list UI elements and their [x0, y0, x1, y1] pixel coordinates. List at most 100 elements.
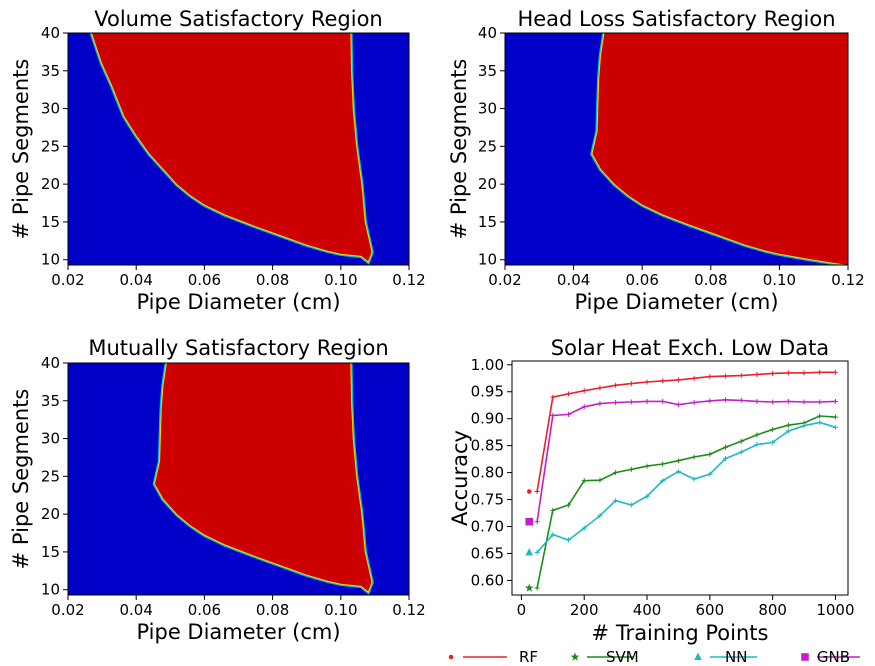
plot-frame [511, 360, 849, 596]
y-tick-label: 15 [41, 543, 60, 561]
y-tick-label: 25 [41, 137, 60, 155]
data-point [570, 652, 580, 661]
y-tick-label: 10 [41, 581, 60, 599]
y-axis-label: # Pipe Segments [9, 59, 33, 240]
legend: RF SVM NN GNB [448, 648, 860, 666]
head-loss-region-panel: Head Loss Satisfactory Region 0.02 0.04 0.… [447, 7, 865, 314]
x-tick-label: 600 [696, 601, 725, 619]
y-tick-label: 25 [41, 467, 60, 485]
y-tick-label: 15 [478, 213, 497, 231]
x-tick-label: 0.12 [392, 271, 425, 289]
y-tick-label: 30 [478, 100, 497, 118]
y-tick-label: 0.65 [471, 544, 504, 562]
x-tick-label: 0.04 [119, 271, 152, 289]
legend-entry-rf [448, 654, 507, 660]
x-axis-label: Pipe Diameter (cm) [574, 290, 778, 314]
accuracy-panel: Solar Heat Exch. Low Data 0 200 400 600 800 1… [448, 336, 855, 645]
plot-frame [67, 362, 410, 596]
y-tick-label: 1.00 [471, 356, 504, 374]
x-tick-label: 0.08 [694, 271, 727, 289]
volume-region-panel: Volume Satisfactory Region 0.02 0.04 0.06 0… [9, 7, 426, 314]
y-tick-label: 40 [478, 24, 497, 42]
x-tick-label: 0.08 [256, 271, 289, 289]
x-tick-label: 1000 [816, 601, 854, 619]
x-tick-label: 0.06 [188, 601, 221, 619]
legend-label: GNB [817, 648, 850, 666]
satisfactory-region [592, 33, 848, 265]
plot-frame [504, 32, 849, 266]
y-tick-label: 30 [41, 430, 60, 448]
satisfactory-region [91, 33, 372, 262]
y-tick-label: 0.75 [471, 491, 504, 509]
plot-frame [67, 32, 410, 266]
x-tick-label: 0 [517, 601, 527, 619]
plot-area [512, 361, 848, 595]
legend-entry-nn [694, 652, 757, 661]
legend-label: NN [725, 648, 747, 666]
data-point [801, 653, 809, 661]
x-axis-label: Pipe Diameter (cm) [136, 620, 340, 644]
panel-title: Solar Heat Exch. Low Data [551, 336, 829, 360]
series-line [536, 415, 836, 589]
legend-entry-gnb [801, 653, 860, 661]
x-tick-label: 0.10 [324, 271, 357, 289]
series-gnb [525, 397, 838, 526]
panel-title: Head Loss Satisfactory Region [517, 7, 835, 31]
y-tick-label: 0.85 [471, 437, 504, 455]
x-tick-label: 0.10 [324, 601, 357, 619]
x-tick-label: 0.02 [51, 601, 84, 619]
series-nn [525, 419, 838, 556]
satisfactory-region [155, 363, 372, 592]
y-tick-label: 40 [41, 24, 60, 42]
y-tick-label: 35 [41, 62, 60, 80]
x-tick-label: 0.12 [392, 601, 425, 619]
data-point [524, 583, 534, 592]
x-tick-label: 0.06 [188, 271, 221, 289]
y-tick-label: 40 [41, 354, 60, 372]
x-tick-label: 0.10 [763, 271, 796, 289]
y-axis-label: # Pipe Segments [447, 59, 471, 240]
x-axis-label: Pipe Diameter (cm) [136, 290, 340, 314]
series-line [536, 371, 836, 492]
x-tick-label: 200 [570, 601, 599, 619]
y-tick-label: 0.95 [471, 383, 504, 401]
y-tick-label: 25 [478, 137, 497, 155]
x-tick-label: 0.04 [119, 601, 152, 619]
y-tick-label: 10 [41, 251, 60, 269]
x-tick-label: 800 [758, 601, 787, 619]
y-tick-label: 10 [478, 251, 497, 269]
x-tick-label: 0.12 [831, 271, 864, 289]
x-axis-label: # Training Points [592, 621, 769, 645]
x-tick-label: 0.02 [51, 271, 84, 289]
y-tick-label: 15 [41, 213, 60, 231]
mutual-region-panel: Mutually Satisfactory Region 0.02 0.04 0.0… [9, 336, 426, 644]
y-tick-label: 20 [41, 175, 60, 193]
x-tick-label: 0.08 [256, 601, 289, 619]
panel-title: Volume Satisfactory Region [94, 7, 383, 31]
series-line [536, 421, 836, 553]
y-axis-label: Accuracy [448, 430, 472, 526]
panel-title: Mutually Satisfactory Region [88, 336, 388, 360]
legend-entry-svm [570, 652, 634, 661]
data-point [526, 489, 532, 494]
x-tick-label: 400 [633, 601, 662, 619]
y-axis-label: # Pipe Segments [9, 389, 33, 570]
data-point [525, 517, 534, 526]
y-tick-label: 20 [41, 505, 60, 523]
x-tick-label: 0.02 [488, 271, 521, 289]
y-tick-label: 30 [41, 100, 60, 118]
data-point [448, 654, 454, 660]
series-rf [526, 369, 838, 494]
x-tick-label: 0.06 [625, 271, 658, 289]
legend-label: RF [519, 648, 538, 666]
x-tick-label: 0.04 [557, 271, 590, 289]
data-point [525, 548, 534, 556]
y-tick-label: 0.60 [471, 571, 504, 589]
series-svm [524, 413, 838, 592]
y-tick-label: 0.90 [471, 410, 504, 428]
y-tick-label: 35 [41, 392, 60, 410]
series-line [536, 398, 836, 522]
y-tick-label: 0.70 [471, 518, 504, 536]
legend-label: SVM [606, 648, 639, 666]
